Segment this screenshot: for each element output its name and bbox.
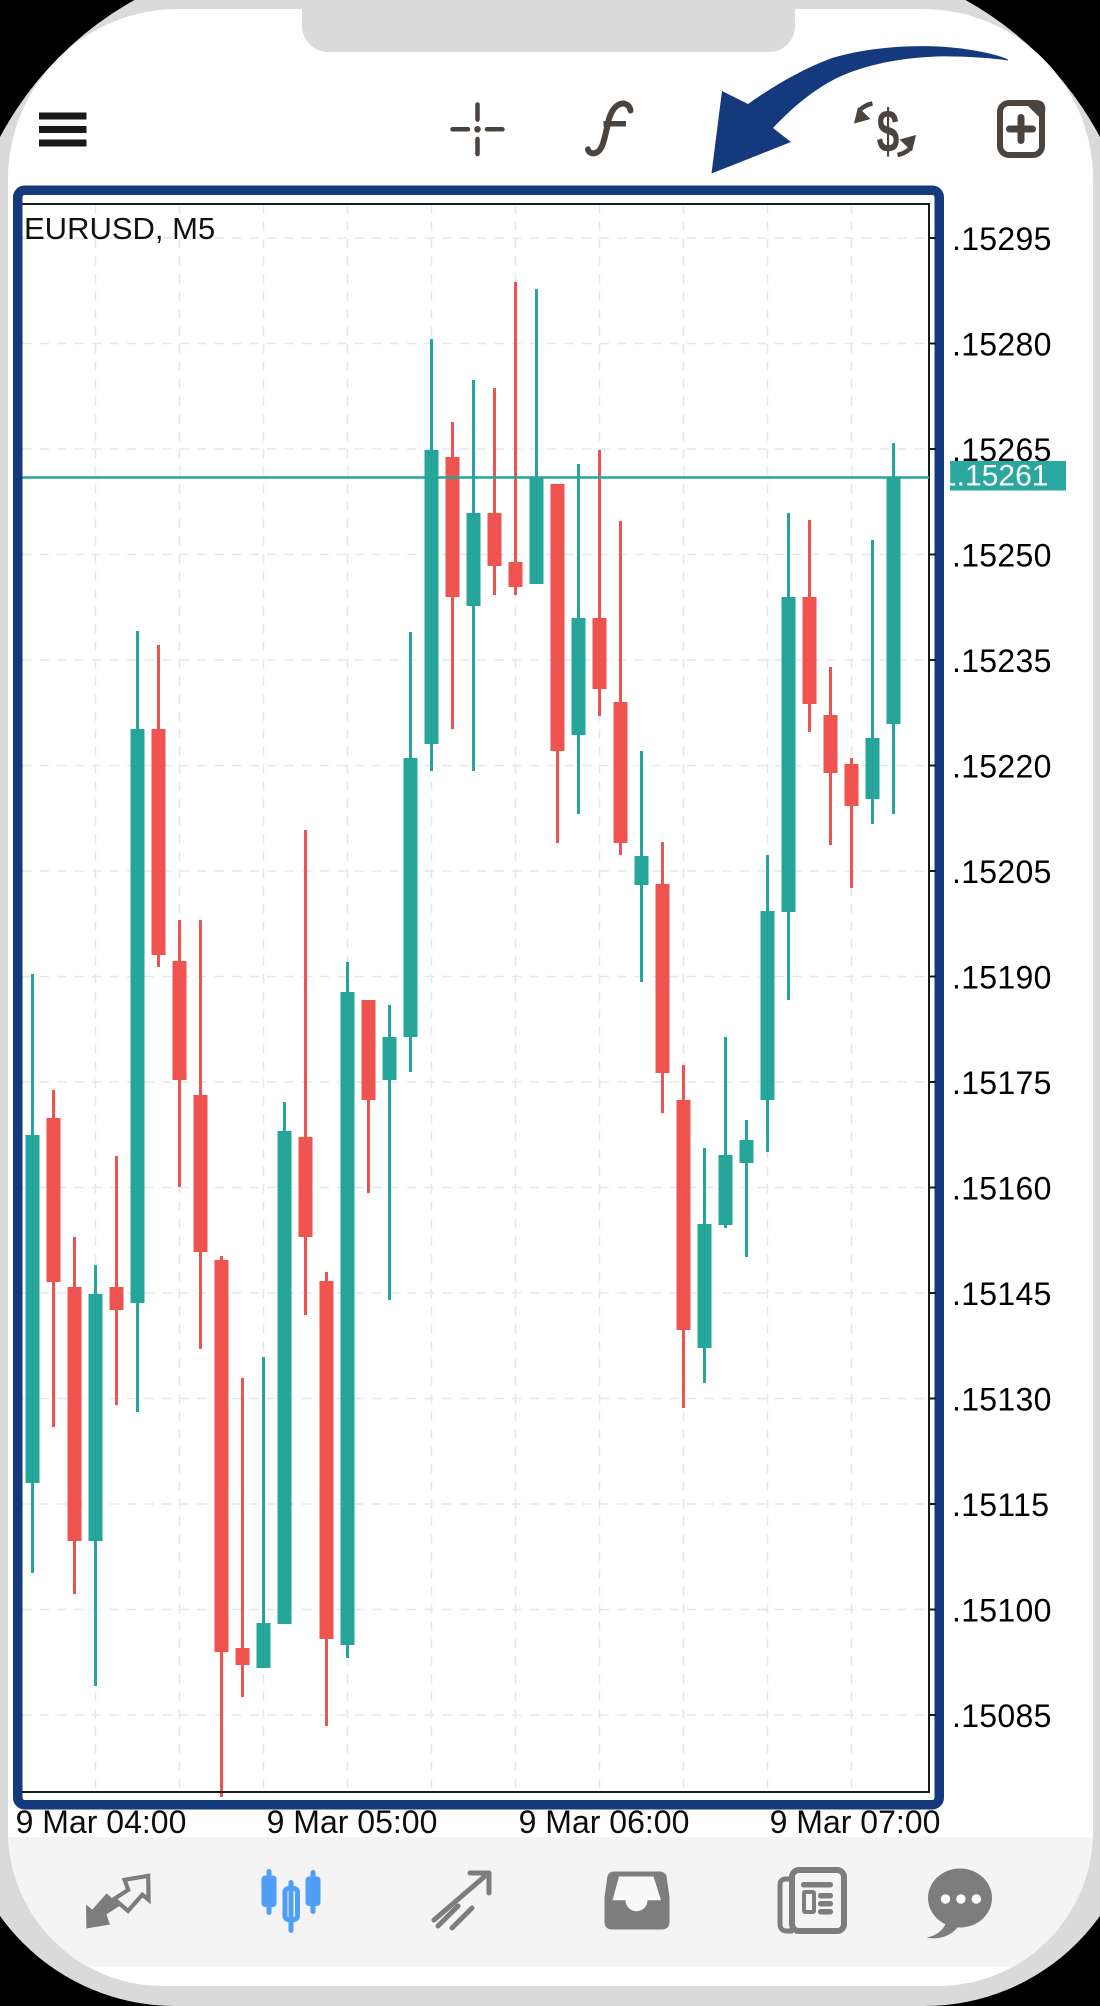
svg-text:9 Mar 04:00: 9 Mar 04:00 xyxy=(16,1804,187,1840)
svg-text:.15115: .15115 xyxy=(952,1487,1049,1523)
svg-text:.15085: .15085 xyxy=(952,1698,1052,1734)
svg-text:.15235: .15235 xyxy=(952,643,1052,679)
svg-text:9 Mar 05:00: 9 Mar 05:00 xyxy=(267,1804,438,1840)
svg-text:.15100: .15100 xyxy=(952,1593,1052,1629)
svg-text:$: $ xyxy=(877,98,900,165)
svg-text:.15220: .15220 xyxy=(952,749,1052,785)
svg-text:.15280: .15280 xyxy=(952,327,1052,363)
svg-text:.15175: .15175 xyxy=(952,1065,1052,1101)
svg-text:.15130: .15130 xyxy=(952,1382,1052,1418)
svg-text:.15205: .15205 xyxy=(952,854,1052,890)
svg-text:9 Mar 06:00: 9 Mar 06:00 xyxy=(519,1804,690,1840)
svg-text:.15295: .15295 xyxy=(952,221,1052,257)
svg-text:.15250: .15250 xyxy=(952,538,1052,574)
svg-text:EURUSD, M5: EURUSD, M5 xyxy=(24,211,215,246)
svg-text:1.15261: 1.15261 xyxy=(940,460,1048,493)
svg-text:.15190: .15190 xyxy=(952,960,1052,996)
svg-text:.15145: .15145 xyxy=(952,1276,1052,1312)
svg-text:9 Mar 07:00: 9 Mar 07:00 xyxy=(770,1804,941,1840)
svg-text:.15160: .15160 xyxy=(952,1171,1052,1207)
